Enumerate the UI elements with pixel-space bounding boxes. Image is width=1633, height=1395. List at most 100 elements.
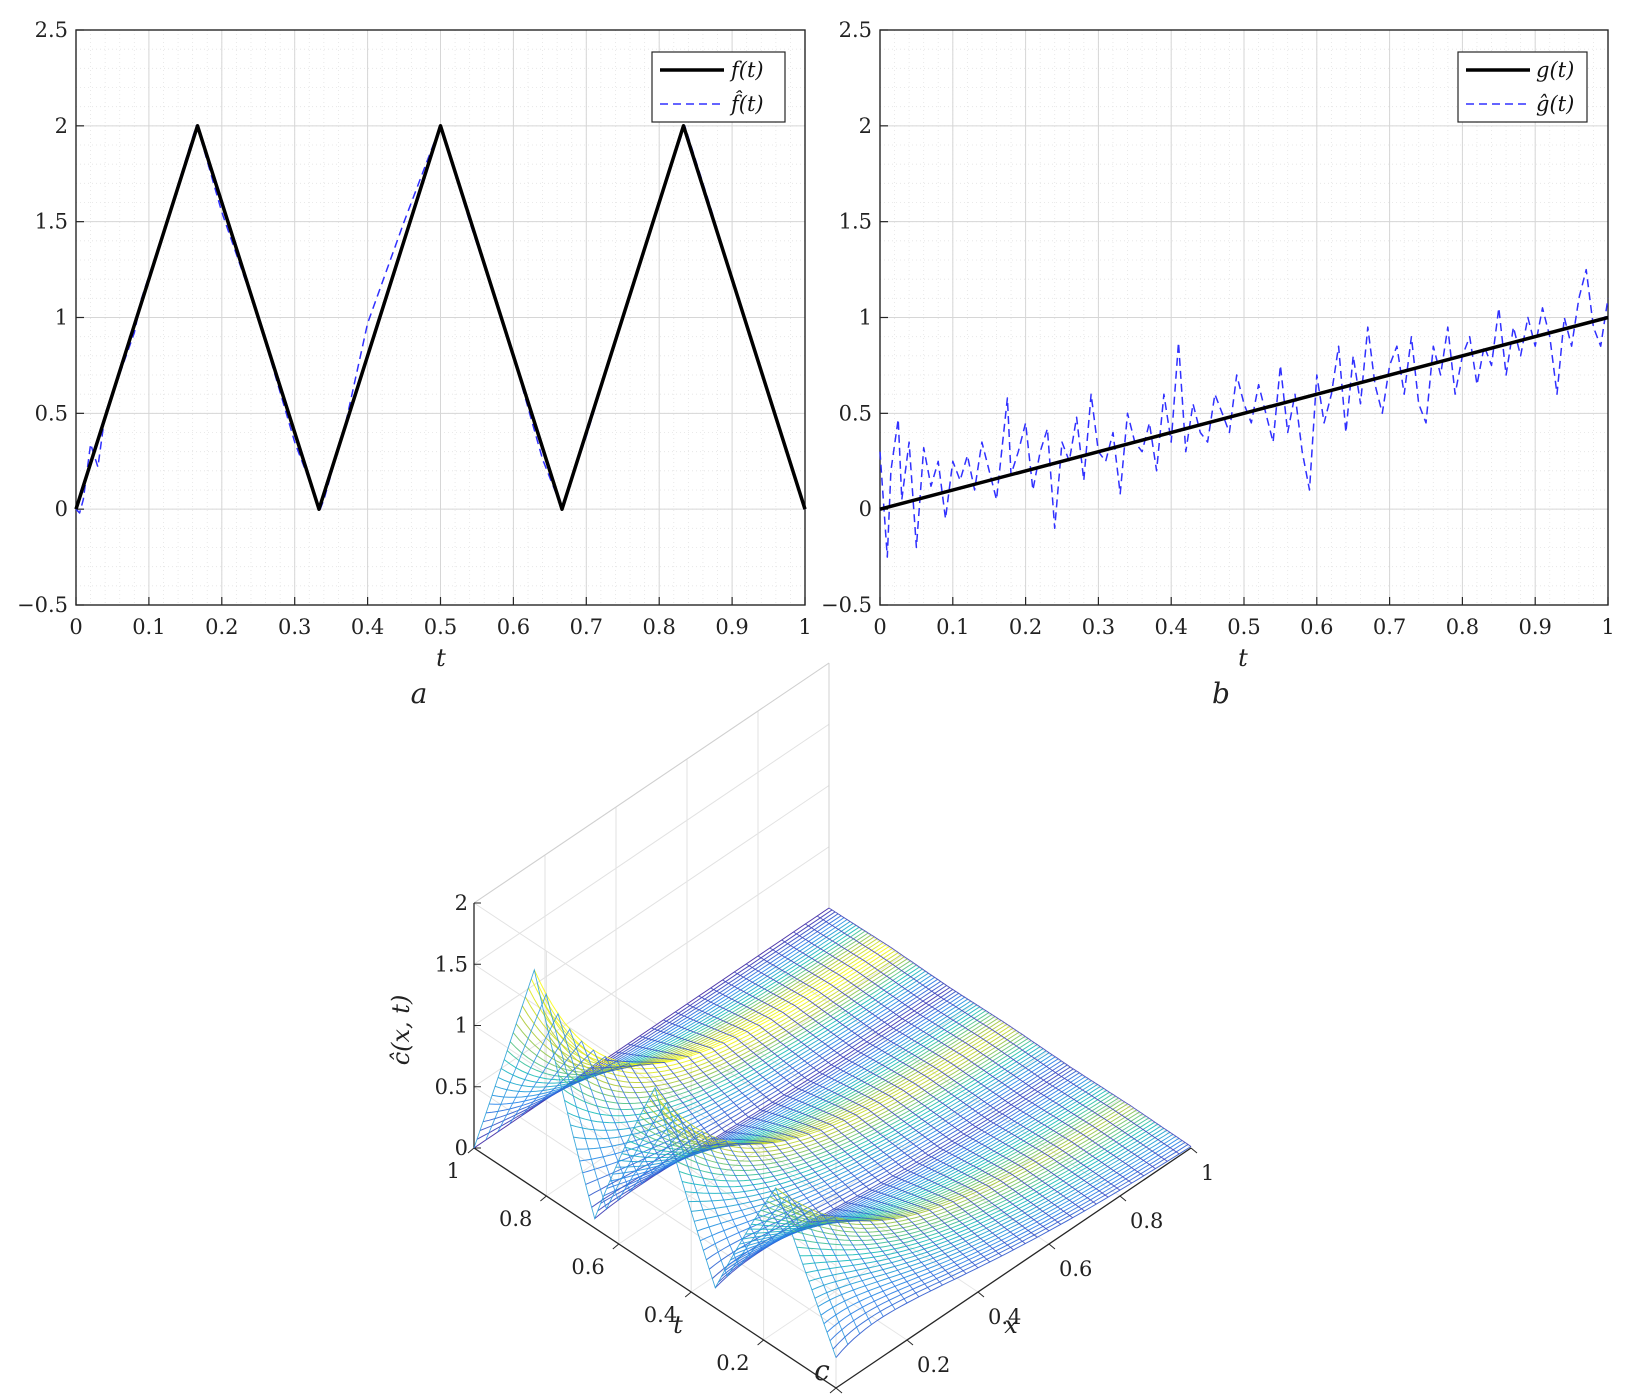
panel-caption: a: [411, 677, 428, 710]
z-axis-label: ĉ(x, t): [387, 995, 415, 1066]
mesh-line-x: [509, 1028, 872, 1325]
y-tick-label: −0.5: [17, 593, 68, 617]
axes-box: [467, 662, 1198, 1394]
x-tick-mark: [977, 1291, 985, 1298]
surface-mesh: [473, 907, 1192, 1358]
x-tick-label: 0.9: [715, 615, 748, 639]
x-tick-labels: 0 0.1 0.2 0.3 0.4 0.5 0.6 0.7 0.8 0.9 1: [873, 615, 1614, 639]
mesh-line-x: [580, 1063, 943, 1286]
x-axis-label: x: [1004, 1311, 1018, 1339]
t-tick-label: 0.4: [644, 1303, 677, 1327]
z-tick-label: 1: [455, 1014, 468, 1038]
t-axis-label: t: [673, 1311, 683, 1339]
series-line-true: [879, 315, 1609, 511]
x-tick-label: 1: [798, 615, 811, 639]
chart-panel-b: 0 0.1 0.2 0.3 0.4 0.5 0.6 0.7 0.8 0.9 1 −0.500.511…: [821, 18, 1615, 710]
t-tick-mark: [684, 1291, 692, 1298]
mesh-line-x: [781, 939, 1144, 1177]
x-tick-label: 1: [1601, 615, 1614, 639]
x-tick-label: 0.5: [424, 615, 457, 639]
t-tick-mark: [829, 1387, 837, 1394]
y-tick-labels: −0.5 0 0.5 1 1.5 2 2.5: [17, 18, 68, 617]
mesh-line-t: [555, 960, 911, 1099]
mesh-line-x: [651, 1027, 1014, 1251]
mesh-line-x: [592, 1063, 955, 1280]
mesh-line-x: [568, 1062, 932, 1292]
grid-line: [473, 785, 830, 1026]
x-tick-label: 0.9: [1518, 615, 1551, 639]
x-tick-mark: [1190, 1147, 1198, 1154]
series-line-true: [74, 124, 807, 511]
plot-area-frame: [75, 29, 806, 606]
x-tick-label: 0.6: [1059, 1257, 1092, 1281]
mesh-line-t: [561, 964, 917, 1111]
x-tick-label: 0.4: [988, 1305, 1021, 1329]
x-tick-label: 1: [1201, 1161, 1214, 1185]
y-tick-label: 0: [859, 497, 872, 521]
x-axis-line: [835, 1147, 1192, 1389]
t-axis-line: [473, 1147, 837, 1389]
t-tick-mark: [757, 1339, 764, 1346]
t-tick-label: 1: [447, 1159, 460, 1183]
y-tick-label: 2: [859, 114, 872, 138]
t-tick-mark: [612, 1243, 620, 1250]
legend-label-f: f(t): [729, 58, 764, 82]
z-tick-label: 1.5: [435, 952, 468, 976]
mesh-line-x: [745, 963, 1109, 1198]
mesh-line-x: [485, 992, 849, 1345]
mesh-line-t: [497, 922, 854, 1088]
grid-line: [473, 902, 837, 1144]
grid-line: [615, 1051, 979, 1293]
y-tick-label: 1.5: [839, 210, 872, 234]
x-tick-mark: [1048, 1243, 1056, 1250]
legend: g(t) ĝ(t): [1457, 51, 1588, 123]
legend-label-ghat: ĝ(t): [1536, 92, 1574, 116]
y-tick-label: 0.5: [839, 401, 872, 425]
z-tick-label: 0.5: [435, 1075, 468, 1099]
t-tick-label: 0.2: [716, 1351, 749, 1375]
x-tick-label: 0.4: [351, 615, 384, 639]
z-tick-label: 2: [455, 891, 468, 915]
mesh-line-x: [604, 1059, 967, 1274]
mesh-line-x: [497, 1012, 861, 1334]
y-tick-labels: −0.5 0 0.5 1 1.5 2 2.5: [821, 18, 872, 617]
t-tick-label: 0.6: [571, 1255, 604, 1279]
mesh-line-x: [710, 987, 1073, 1219]
legend-label-g: g(t): [1536, 58, 1574, 82]
legend-box: [651, 51, 786, 123]
x-tick-labels: 0 0.1 0.2 0.3 0.4 0.5 0.6 0.7 0.8 0.9 1: [69, 615, 811, 639]
x-tick-mark: [906, 1339, 914, 1346]
x-tick-label: 0.2: [205, 615, 238, 639]
x-tick-label: 0: [873, 615, 886, 639]
mesh-line-x: [828, 907, 1192, 1147]
mesh-line-x: [532, 1049, 896, 1310]
x-tick-label: 0.8: [642, 615, 675, 639]
mesh-line-x: [615, 1051, 979, 1269]
x-tick-label: 0.4: [1154, 615, 1187, 639]
mesh-line-x: [686, 1003, 1050, 1232]
mesh-line-t: [570, 970, 926, 1131]
mesh-line-x: [544, 1055, 908, 1304]
y-tick-label: 2.5: [839, 18, 872, 42]
mesh-line-x: [816, 915, 1180, 1155]
t-tick-mark: [540, 1195, 547, 1202]
mesh-line-x: [473, 968, 837, 1358]
panel-caption: c: [814, 1354, 830, 1387]
x-tick-label: 0.1: [936, 615, 969, 639]
box-edge: [473, 662, 830, 904]
x-tick-label: 0.7: [1373, 615, 1406, 639]
mesh-line-x: [769, 947, 1133, 1184]
x-tick-label: 0: [69, 615, 82, 639]
x-tick-label: 0.3: [278, 615, 311, 639]
y-tick-label: 0: [55, 497, 68, 521]
mesh-line-x: [520, 1040, 884, 1317]
mesh-line-x: [639, 1035, 1002, 1257]
x-tick-label: 0.8: [1130, 1209, 1163, 1233]
y-tick-label: −0.5: [821, 593, 872, 617]
panel-caption: b: [1212, 677, 1230, 710]
chart-panel-a: 0 0.1 0.2 0.3 0.4 0.5 0.6 0.7 0.8 0.9 1 −0.500.511…: [17, 18, 812, 710]
y-tick-label: 2.5: [35, 18, 68, 42]
